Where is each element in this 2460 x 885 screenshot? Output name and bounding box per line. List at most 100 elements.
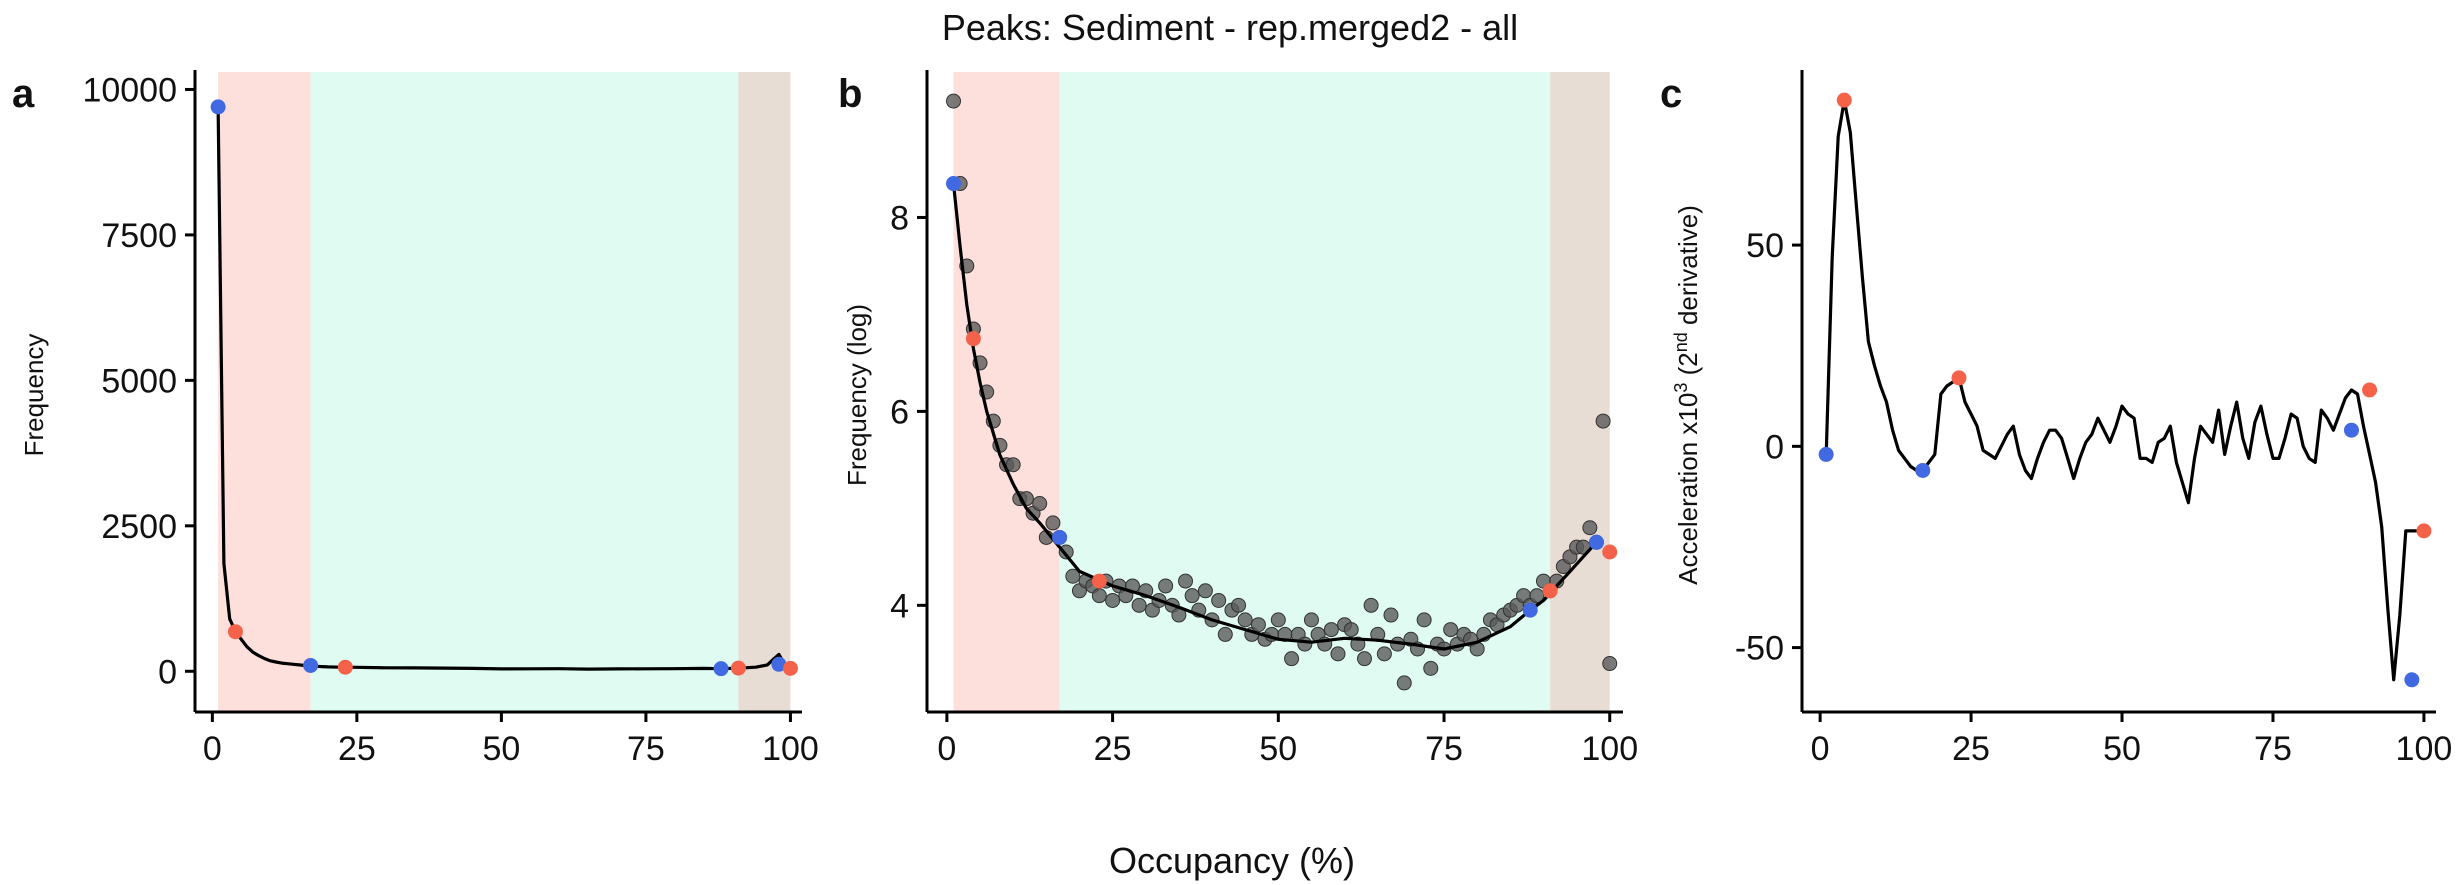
panel-b-y-tick-label: 8	[890, 199, 909, 237]
panel-c-x-tick-label: 75	[2254, 730, 2292, 768]
panel-b-scatter-point	[1005, 457, 1021, 473]
figure-title: Peaks: Sediment - rep.merged2 - all	[942, 7, 1518, 48]
panel-a-blue-point	[771, 656, 787, 672]
panel-b-blue-point	[1052, 529, 1068, 545]
panel-b-x-tick-label: 25	[1094, 730, 1132, 768]
panel-b-scatter-point	[1529, 588, 1545, 604]
panel-c-y-tick-label: -50	[1735, 630, 1784, 668]
panel-b-y-tick-label: 6	[890, 393, 909, 431]
panel-c-x-tick-label: 50	[2103, 730, 2141, 768]
panel-b-scatter-point	[1184, 588, 1200, 604]
panel-a-y-tick-label: 10000	[82, 71, 177, 109]
panel-a-x-tick-label: 75	[627, 730, 665, 768]
panel-c-x-tick-label: 0	[1811, 730, 1830, 768]
panel-b-scatter-point	[1270, 612, 1286, 628]
panel-b-scatter-point	[1602, 656, 1618, 672]
panel-b-axes: 0 25 50 75 100 4 6 8	[890, 70, 1638, 768]
panel-b-blue-point	[1522, 602, 1538, 618]
panel-b-red-point	[1542, 583, 1558, 599]
panel-a-red-point	[227, 624, 243, 640]
panel-b-scatter-point	[1303, 612, 1319, 628]
panel-b-blue-point	[946, 176, 962, 192]
panel-c-ylabel-sup1: 3	[1671, 383, 1691, 393]
panel-c-ylabel: Acceleration x103 (2nd derivative)	[1671, 205, 1703, 585]
panel-c-blue-point	[2404, 672, 2420, 688]
panel-b-scatter-point	[1363, 597, 1379, 613]
panel-letter-c: c	[1660, 72, 1682, 116]
x-axis-title: Occupancy (%)	[1109, 840, 1355, 881]
panel-b-red-point	[1602, 544, 1618, 560]
panel-a-zone-mid	[310, 72, 739, 712]
panel-letter-b: b	[838, 72, 862, 116]
panel-a: a Frequency 0 25 50 75 100 0 2500 5000 7500 10000	[12, 70, 819, 768]
panel-a-red-point	[337, 659, 353, 675]
panel-b-scatter-point	[1065, 568, 1081, 584]
panel-a-x-tick-label: 100	[762, 730, 819, 768]
panel-b-scatter-point	[1211, 592, 1227, 608]
panel-c-ylabel-main: Acceleration x10	[1673, 393, 1703, 585]
panel-a-axes: 0 25 50 75 100 0 2500 5000 7500 10000	[82, 70, 819, 768]
panel-b-zone-high	[1550, 72, 1610, 712]
panel-a-blue-point	[713, 661, 729, 677]
panel-b: b Frequency (log) 0 25 50 75 100 4 6 8	[838, 70, 1638, 768]
panel-b-scatter-point	[1582, 520, 1598, 536]
panel-b-x-tick-label: 75	[1425, 730, 1463, 768]
panel-a-y-tick-label: 5000	[101, 362, 177, 400]
panel-b-scatter-point	[1443, 622, 1459, 638]
panel-b-scatter-point	[1045, 515, 1061, 531]
panel-a-zone-low	[218, 72, 311, 712]
panel-c-blue-point	[1818, 446, 1834, 462]
panel-c-marks	[1818, 92, 2432, 688]
panel-b-x-tick-label: 100	[1581, 730, 1638, 768]
panel-b-marks	[946, 93, 1618, 691]
panel-c-red-point	[1836, 92, 1852, 108]
panel-b-scatter-point	[1131, 597, 1147, 613]
panel-a-zone-high	[738, 72, 791, 712]
panel-c-blue-point	[1915, 462, 1931, 478]
panel-c-blue-point	[2343, 422, 2359, 438]
panel-a-blue-point	[303, 657, 319, 673]
panel-b-scatter-point	[1178, 573, 1194, 589]
panel-b-blue-point	[1588, 534, 1604, 550]
panel-a-zones	[218, 72, 791, 712]
panel-b-scatter-point	[1237, 612, 1253, 628]
panel-b-x-tick-label: 50	[1259, 730, 1297, 768]
panel-c-ylabel-mid: (2	[1673, 352, 1703, 382]
panel-b-scatter-point	[1396, 675, 1412, 691]
panel-c-red-point	[2362, 382, 2378, 398]
panel-b-scatter-point	[1383, 607, 1399, 623]
panel-c-red-point	[1951, 370, 1967, 386]
panel-b-scatter-point	[1423, 660, 1439, 676]
panel-a-x-tick-label: 0	[203, 730, 222, 768]
panel-b-scatter-point	[1217, 626, 1233, 642]
panel-a-blue-point	[210, 99, 226, 115]
panel-c-x-tick-label: 100	[2396, 730, 2453, 768]
panel-b-scatter-point	[1105, 592, 1121, 608]
panel-b-scatter-point	[1323, 622, 1339, 638]
panel-b-scatter-point	[1376, 646, 1392, 662]
panel-c-series-line	[1824, 98, 2424, 682]
panel-c: c Acceleration x103 (2nd derivative) 0 25…	[1660, 70, 2452, 768]
panel-b-scatter-point	[1595, 413, 1611, 429]
panel-b-zone-low	[953, 72, 1060, 712]
panel-a-x-tick-label: 25	[338, 730, 376, 768]
panel-a-ylabel: Frequency	[19, 334, 49, 457]
panel-b-ylabel: Frequency (log)	[842, 304, 872, 486]
panel-b-scatter-point	[1197, 583, 1213, 599]
panel-c-red-point	[2416, 523, 2432, 539]
panel-b-zone-mid	[1059, 72, 1551, 712]
panel-b-scatter-point	[1343, 622, 1359, 638]
panel-b-red-point	[1091, 573, 1107, 589]
panel-b-scatter-point	[1091, 588, 1107, 604]
panel-letter-a: a	[12, 72, 35, 116]
panel-a-x-tick-label: 50	[482, 730, 520, 768]
panel-b-scatter-point	[1032, 496, 1048, 512]
panel-a-red-point	[730, 660, 746, 676]
panel-b-scatter-point	[1250, 617, 1266, 633]
panel-b-scatter-point	[1330, 646, 1346, 662]
panel-b-scatter-point	[1416, 612, 1432, 628]
panel-c-ylabel-sup2: nd	[1671, 332, 1691, 352]
panel-c-x-tick-label: 25	[1952, 730, 1990, 768]
panel-b-red-point	[965, 331, 981, 347]
panel-c-y-tick-label: 0	[1765, 428, 1784, 466]
